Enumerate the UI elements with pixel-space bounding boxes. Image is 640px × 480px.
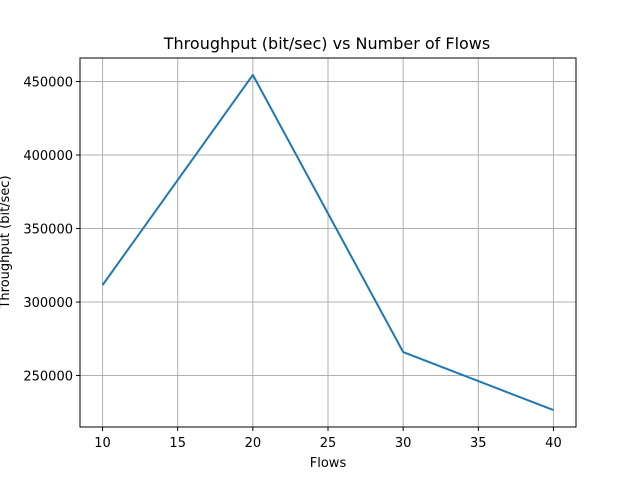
series-line — [101, 73, 554, 412]
y-tick-label: 450000 — [23, 76, 73, 91]
x-axis-label: Flows — [310, 456, 347, 471]
chart-title: Throughput (bit/sec) vs Number of Flows — [163, 34, 490, 53]
y-axis-label: Throughput (bit/sec) — [0, 175, 13, 309]
y-tick-label: 350000 — [23, 223, 73, 238]
axis-ticks: 10 15 20 25 30 35 40 250000 300000 350000 400000 45… — [23, 76, 561, 451]
x-tick-label: 35 — [470, 436, 487, 451]
series-layer — [101, 73, 554, 412]
x-tick-label: 20 — [245, 436, 262, 451]
x-tick-label: 40 — [545, 436, 562, 451]
y-tick-label: 250000 — [23, 370, 73, 385]
x-tick-label: 25 — [320, 436, 337, 451]
y-tick-label: 400000 — [23, 149, 73, 164]
x-tick-label: 10 — [94, 436, 111, 451]
x-tick-label: 30 — [395, 436, 412, 451]
grid-lines — [80, 58, 576, 427]
x-tick-label: 15 — [169, 436, 186, 451]
y-tick-label: 300000 — [23, 296, 73, 311]
